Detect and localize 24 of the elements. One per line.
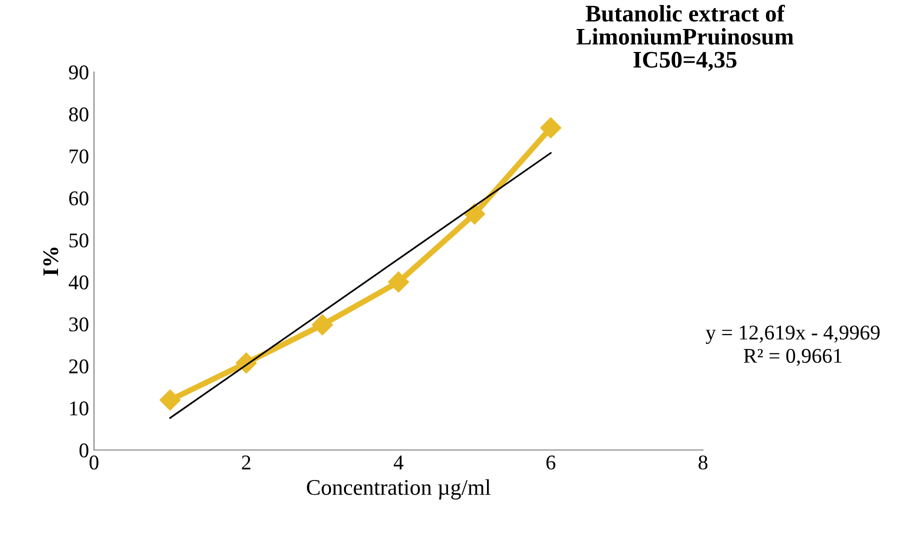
point bbox=[388, 271, 410, 293]
chart-title: Butanolic extract of LimoniumPruinosum IC50=4,35 bbox=[576, 4, 794, 72]
y-tick-label: 90 bbox=[68, 65, 88, 80]
x-tick-label: 6 bbox=[546, 456, 556, 470]
y-tick-label: 0 bbox=[80, 443, 88, 458]
y-tick-label: 20 bbox=[69, 359, 88, 374]
y-tick-label: 40 bbox=[68, 275, 88, 290]
y-tick-label: 10 bbox=[70, 401, 88, 416]
y-tick-label: 30 bbox=[69, 317, 88, 332]
x-axis-title: Concentration µg/ml bbox=[306, 479, 491, 500]
point bbox=[160, 390, 181, 411]
y-tick-label: 50 bbox=[70, 233, 88, 248]
point bbox=[540, 117, 562, 138]
x-tick-label: 8 bbox=[698, 455, 708, 470]
x-tick-label: 4 bbox=[394, 456, 404, 470]
x-tick-label: 0 bbox=[90, 455, 98, 470]
x-tick-label: 2 bbox=[242, 456, 250, 470]
point bbox=[312, 314, 333, 336]
y-tick-label: 60 bbox=[69, 191, 88, 206]
y-tick-label: 80 bbox=[69, 107, 88, 122]
y-tick-label: 70 bbox=[70, 149, 88, 164]
point bbox=[464, 203, 486, 224]
y-axis-title: I% bbox=[43, 248, 58, 276]
text: y = 12,619x - 4,9969 R² = 0,9661 bbox=[706, 326, 880, 366]
